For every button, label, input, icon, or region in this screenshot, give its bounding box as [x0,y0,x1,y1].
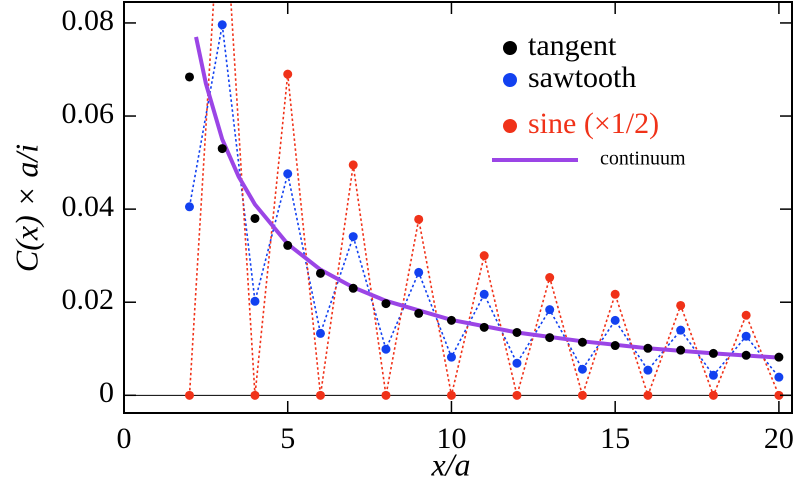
point [184,72,194,82]
point [577,390,587,400]
x-tick-label: 5 [280,422,295,455]
point [446,352,456,362]
point [250,213,260,223]
point [610,315,620,325]
point [414,308,424,318]
point [315,328,325,338]
y-tick-label: 0 [99,376,114,409]
point [381,299,391,309]
point [217,144,227,154]
point [610,341,620,351]
y-axis-label: C(x) × a/i [8,144,44,272]
point [348,160,358,170]
plot-frame [123,1,793,414]
point [381,344,391,354]
legend-swatch [503,73,517,87]
point [283,69,293,79]
y-tick-label: 0.04 [62,190,115,223]
point [643,390,653,400]
point [676,325,686,335]
point [381,390,391,400]
point [348,232,358,242]
point [708,370,718,380]
legend-label: tangent [528,29,617,62]
point [217,20,227,30]
x-tick-label: 0 [117,422,132,455]
y-tick-label: 0.08 [62,4,115,37]
point [479,322,489,332]
x-tick-label: 20 [764,422,794,455]
point [184,202,194,212]
point [512,358,522,368]
point [643,343,653,353]
point [348,283,358,293]
point [741,310,751,320]
point [283,240,293,250]
continuum-line [194,36,780,360]
point [610,289,620,299]
point [479,251,489,261]
point [479,289,489,299]
point [708,348,718,358]
legend-label: sine (×1/2) [528,107,659,140]
point [446,315,456,325]
point [545,305,555,315]
legend-label: continuum [600,148,686,170]
dotted-line [188,2,780,399]
point [577,364,587,374]
point [741,350,751,360]
point [741,331,751,341]
point [708,390,718,400]
point [512,390,522,400]
plot-area [124,2,792,400]
y-tick-label: 0.02 [62,283,115,316]
point [250,390,260,400]
point [315,268,325,278]
point [774,390,784,400]
point [676,345,686,355]
point [184,390,194,400]
point [676,300,686,310]
point [283,169,293,179]
point [643,365,653,375]
x-tick-label: 15 [600,422,630,455]
x-axis-label: x/a [430,446,470,482]
point [446,390,456,400]
point [577,337,587,347]
x-tick-label: 10 [436,422,466,455]
point [315,390,325,400]
point [414,267,424,277]
y-tick-label: 0.06 [62,97,115,130]
legend-label: sawtooth [528,61,636,94]
point [512,327,522,337]
point [414,214,424,224]
legend-swatch [503,119,517,133]
point [250,296,260,306]
legend-swatch [503,41,517,55]
point [545,333,555,343]
point [774,352,784,362]
point [774,372,784,382]
point [545,273,555,283]
